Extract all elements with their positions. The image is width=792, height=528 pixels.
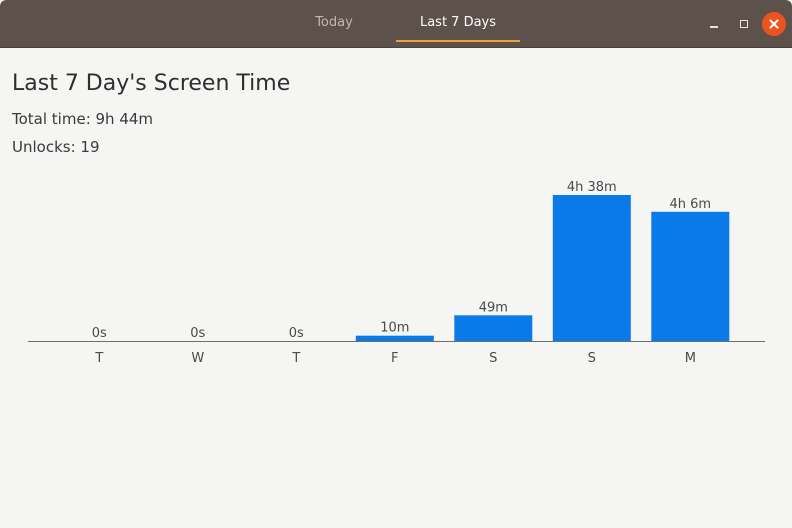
bar-5: [552, 195, 631, 341]
x-tick-label-0: T: [94, 351, 103, 366]
tab-today-label: Today: [315, 15, 353, 30]
close-button[interactable]: [762, 12, 786, 36]
minimize-icon: [710, 26, 718, 28]
tab-today[interactable]: Today: [274, 0, 394, 47]
bar-6: [651, 211, 730, 341]
x-tick-label-6: M: [685, 351, 696, 366]
x-tick-label-4: S: [489, 351, 497, 366]
active-tab-indicator: [396, 40, 520, 42]
bar-4: [454, 315, 533, 341]
x-tick-label-5: S: [588, 351, 596, 366]
header-bar: Today Last 7 Days: [0, 0, 792, 48]
page-title: Last 7 Day's Screen Time: [12, 71, 291, 96]
bar-3: [355, 335, 434, 341]
maximize-icon: [740, 20, 748, 28]
x-tick-label-3: F: [391, 351, 398, 366]
bar-value-label-1: 0s: [190, 326, 205, 341]
bar-value-label-3: 10m: [380, 321, 409, 336]
bar-value-label-2: 0s: [289, 326, 304, 341]
tab-last-7-days-label: Last 7 Days: [419, 15, 497, 30]
x-tick-label-1: W: [191, 351, 204, 366]
bar-value-label-6: 4h 6m: [670, 197, 712, 212]
bar-value-label-0: 0s: [92, 326, 107, 341]
close-icon: [769, 19, 779, 29]
maximize-button[interactable]: [732, 12, 756, 36]
bar-value-label-4: 49m: [479, 300, 508, 315]
tab-last-7-days[interactable]: Last 7 Days: [396, 0, 520, 47]
bar-value-label-5: 4h 38m: [567, 180, 617, 195]
total-time-text: Total time: 9h 44m: [12, 110, 154, 128]
minimize-button[interactable]: [702, 12, 726, 36]
unlocks-text: Unlocks: 19: [12, 138, 100, 156]
x-tick-label-2: T: [291, 351, 300, 366]
screen-time-bar-chart: 0s T 0s W 0s T 10m F 49m S 4h 38m S 4h 6m M: [28, 180, 765, 366]
